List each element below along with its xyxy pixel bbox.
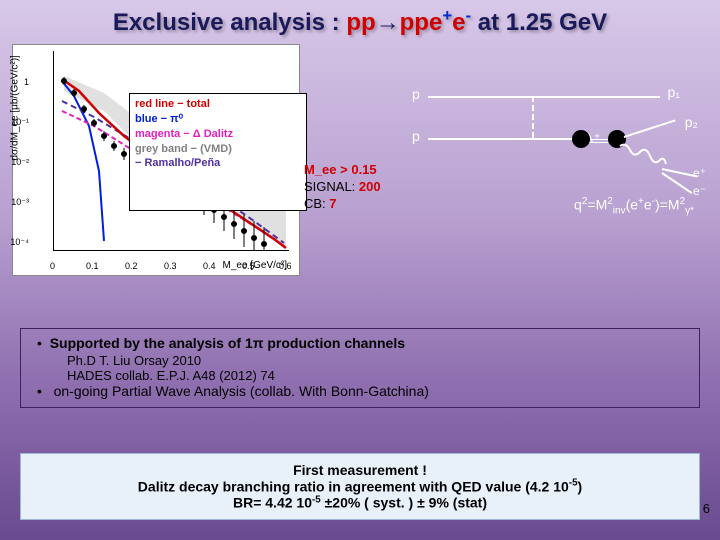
ytick: 1: [7, 77, 29, 87]
ytick: 10⁻³: [7, 197, 29, 208]
result-box: First measurement ! Dalitz decay branchi…: [20, 453, 700, 520]
cb-value: 7: [329, 196, 336, 211]
annotation-box: M_ee > 0.15 SIGNAL: 200 CB: 7: [304, 162, 381, 213]
xtick: 0.1: [86, 261, 99, 271]
ytick: 10⁻²: [7, 157, 29, 168]
diagram-line-bottom: [428, 138, 576, 140]
legend-pi0: blue − π⁰: [135, 112, 301, 127]
diagram-vertex-1: [572, 130, 590, 148]
bullet-1-text: Supported by the analysis of 1π producti…: [50, 335, 405, 351]
title-prefix: Exclusive analysis :: [113, 9, 346, 36]
signal-label: SIGNAL:: [304, 179, 355, 194]
chart-xlabel: M_ee [GeV/c²]: [223, 260, 287, 271]
q2-formula: q2=M2inv(e+e-)=M2γ*: [574, 196, 694, 216]
diagram-delta-line: [590, 139, 608, 143]
ytick: 10⁻¹: [7, 117, 29, 128]
diagram-exchange: [532, 96, 534, 138]
page-number: 6: [703, 501, 710, 516]
diagram-line-top: [428, 96, 660, 98]
diagram-p-out-1: p₁: [667, 84, 680, 100]
diagram-p-out-2: p₂: [685, 114, 698, 130]
bullets-box: • Supported by the analysis of 1π produc…: [20, 328, 700, 408]
xtick: 0: [50, 261, 55, 271]
feynman-diagram: p p p₁ p₂ Δ⁺ e⁺ e⁻: [412, 90, 702, 210]
diagram-p2-line: [624, 119, 676, 138]
title-arrow: →: [376, 9, 400, 36]
xtick: 0.4: [203, 261, 216, 271]
bullet-1-sub2: HADES collab. E.P.J. A48 (2012) 74: [67, 368, 689, 383]
title-suffix: at 1.25 GeV: [471, 9, 607, 36]
bullet-2-text: on-going Partial Wave Analysis (collab. …: [54, 383, 429, 399]
bullet-1: • Supported by the analysis of 1π produc…: [37, 335, 689, 351]
title-e: e: [452, 9, 465, 36]
chart-legend: red line − total blue − π⁰ magenta − Δ D…: [129, 93, 307, 211]
chart-ylabel: dσ/dM_ee [μb/(GeV/c²)]: [10, 55, 21, 160]
title-ppe: ppe: [400, 9, 443, 36]
cut-label: M_ee > 0.15: [304, 162, 381, 177]
xtick: 0.5: [242, 261, 255, 271]
cb-label: CB:: [304, 196, 326, 211]
ytick: 10⁻⁴: [7, 237, 29, 248]
title-pp: pp: [346, 9, 375, 36]
result-line-3: BR= 4.42 10-5 ±20% ( syst. ) ± 9% (stat): [33, 494, 687, 511]
result-line-1: First measurement !: [293, 462, 427, 478]
bullet-2: • on-going Partial Wave Analysis (collab…: [37, 383, 689, 399]
legend-ramalho: − Ramalho/Peña: [135, 156, 301, 171]
spectrum-chart: dσ/dM_ee [μb/(GeV/c²)] M_ee [GeV/c²] 10⁻…: [12, 44, 300, 276]
xtick: 0.6: [279, 261, 292, 271]
xtick: 0.3: [164, 261, 177, 271]
diagram-p-in-1: p: [412, 86, 420, 102]
diagram-eplus: e⁺: [693, 166, 706, 180]
slide-title: Exclusive analysis : pp→ppe+e- at 1.25 G…: [0, 6, 720, 37]
xtick: 0.2: [125, 261, 138, 271]
diagram-p-in-2: p: [412, 128, 420, 144]
legend-dalitz: magenta − Δ Dalitz: [135, 127, 301, 142]
diagram-photon: [616, 142, 668, 186]
title-plus: +: [442, 6, 452, 25]
signal-value: 200: [359, 179, 381, 194]
diagram-eminus: e⁻: [693, 184, 706, 198]
legend-total: red line − total: [135, 97, 301, 112]
legend-vmd: grey band − (VMD): [135, 142, 301, 157]
bullet-1-sub1: Ph.D T. Liu Orsay 2010: [67, 353, 689, 368]
result-line-2: Dalitz decay branching ratio in agreemen…: [33, 478, 687, 495]
